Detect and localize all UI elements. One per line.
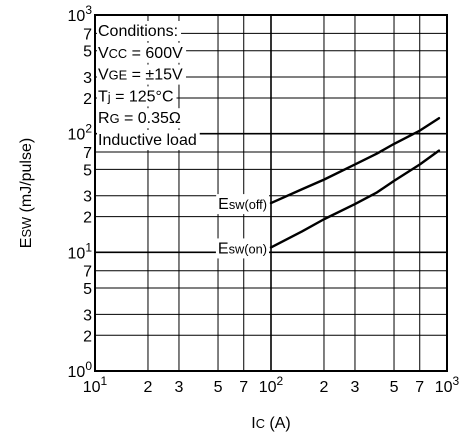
y-tick-base: 10: [68, 364, 86, 381]
y-tick-label: 2: [83, 210, 92, 227]
y-tick-text: 5: [83, 44, 92, 61]
condition-sub: GE: [109, 68, 128, 83]
y-tick-label: 3: [83, 70, 92, 87]
condition-line: Conditions:: [98, 23, 178, 40]
y-tick-label: 102: [68, 122, 93, 144]
condition-main: V: [98, 67, 109, 84]
x-tick-text: 3: [175, 379, 184, 396]
condition-main: V: [98, 45, 109, 62]
y-tick-text: 3: [83, 189, 92, 206]
esw-on-label-main: E: [218, 240, 229, 257]
y-tick-exp: 3: [85, 3, 92, 17]
x-tick-label: 103: [435, 374, 460, 396]
y-tick-text: 2: [83, 210, 92, 227]
y-tick-label: 101: [68, 240, 93, 262]
x-tick-text: 5: [214, 379, 223, 396]
condition-main: Inductive load: [98, 132, 197, 149]
y-tick-exp: 0: [85, 359, 92, 373]
condition-sub: G: [110, 111, 120, 126]
x-axis-label: IC (A): [251, 415, 290, 432]
x-tick-base: 10: [435, 379, 453, 396]
x-tick-text: 3: [351, 379, 360, 396]
x-tick-text: 5: [390, 379, 399, 396]
y-tick-label: 3: [83, 307, 92, 324]
condition-line: VCC = 600V: [98, 45, 183, 62]
y-tick-label: 5: [83, 162, 92, 179]
x-tick-base: 10: [259, 379, 277, 396]
y-tick-exp: 2: [85, 122, 92, 136]
condition-tail: = 600V: [127, 45, 183, 62]
x-tick-text: 7: [415, 379, 424, 396]
condition-line: VGE = ±15V: [98, 67, 183, 84]
y-tick-label: 5: [83, 281, 92, 298]
y-tick-label: 2: [83, 91, 92, 108]
condition-line: Tj = 125°C: [98, 88, 174, 105]
y-tick-text: 7: [83, 145, 92, 162]
y-axis-label-main: E: [18, 238, 35, 249]
y-tick-label: 5: [83, 44, 92, 61]
y-tick-text: 5: [83, 162, 92, 179]
y-tick-label: 2: [83, 328, 92, 345]
y-tick-text: 3: [83, 70, 92, 87]
esw-on-label-sub: sw(on): [229, 241, 267, 256]
y-tick-label: 7: [83, 264, 92, 281]
x-tick-label: 3: [351, 379, 360, 396]
condition-tail: = 0.35Ω: [120, 110, 181, 127]
y-tick-base: 10: [68, 245, 86, 262]
x-tick-exp: 2: [277, 374, 284, 388]
x-tick-text: 7: [239, 379, 248, 396]
x-tick-label: 101: [83, 374, 108, 396]
y-tick-text: 2: [83, 328, 92, 345]
esw-on-label: Esw(on): [218, 240, 267, 257]
y-tick-text: 2: [83, 91, 92, 108]
esw-off-label-sub: sw(off): [229, 197, 267, 212]
condition-line: Inductive load: [98, 132, 197, 149]
y-axis-label-sub: SW: [19, 216, 34, 238]
x-tick-exp: 3: [453, 374, 460, 388]
y-tick-label: 3: [83, 189, 92, 206]
y-tick-text: 3: [83, 307, 92, 324]
x-tick-label: 2: [320, 379, 329, 396]
condition-tail: = ±15V: [127, 67, 183, 84]
y-tick-text: 7: [83, 264, 92, 281]
condition-main: R: [98, 110, 110, 127]
x-axis-label-sub: C: [256, 416, 265, 431]
x-tick-label: 5: [390, 379, 399, 396]
x-tick-label: 3: [175, 379, 184, 396]
y-tick-label: 7: [83, 26, 92, 43]
x-tick-text: 2: [144, 379, 153, 396]
x-tick-label: 102: [259, 374, 284, 396]
x-tick-label: 5: [214, 379, 223, 396]
esw-off-label: Esw(off): [218, 196, 267, 213]
y-axis-label-tail: (mJ/pulse): [18, 138, 35, 217]
x-tick-base: 10: [83, 379, 101, 396]
y-tick-base: 10: [68, 127, 86, 144]
x-tick-labels: 101 2 3 5 7 102 2 3 5 7 103: [83, 374, 460, 396]
y-tick-text: 5: [83, 281, 92, 298]
y-tick-text: 7: [83, 26, 92, 43]
y-axis-label: ESW (mJ/pulse): [18, 138, 35, 248]
esw-off-label-main: E: [218, 196, 229, 213]
y-tick-label: 100: [68, 359, 93, 381]
y-tick-exp: 1: [85, 240, 92, 254]
x-tick-label: 7: [415, 379, 424, 396]
x-tick-text: 2: [320, 379, 329, 396]
x-tick-label: 2: [144, 379, 153, 396]
series-labels: Esw(off)Esw(on): [218, 196, 267, 257]
condition-main: Conditions:: [98, 23, 178, 40]
y-tick-label: 103: [68, 3, 93, 25]
y-tick-base: 10: [68, 8, 86, 25]
x-axis-label-tail: (A): [265, 415, 291, 432]
condition-line: RG = 0.35Ω: [98, 110, 181, 127]
y-tick-label: 7: [83, 145, 92, 162]
axis-labels: IC (A)ESW (mJ/pulse): [18, 138, 291, 432]
condition-main: T: [98, 88, 108, 105]
condition-sub: CC: [109, 46, 127, 61]
x-tick-exp: 1: [101, 374, 108, 388]
x-tick-label: 7: [239, 379, 248, 396]
condition-tail: = 125°C: [111, 88, 174, 105]
